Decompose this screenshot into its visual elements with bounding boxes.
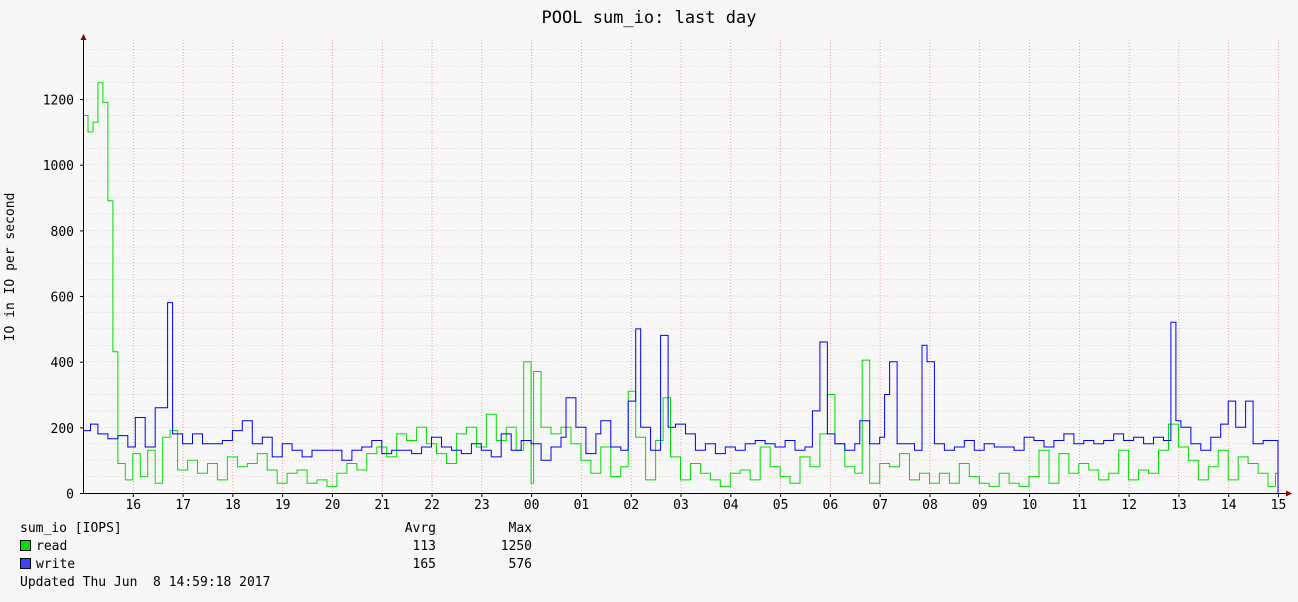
- series-read-line: [83, 82, 1279, 493]
- y-tick-label: 400: [51, 356, 74, 371]
- x-tick-label: 00: [524, 498, 540, 513]
- x-tick-label: 01: [574, 498, 590, 513]
- x-tick-label: 11: [1072, 498, 1088, 513]
- x-tick-label: 22: [424, 498, 440, 513]
- grid: [83, 40, 1279, 493]
- x-tick-label: 16: [125, 498, 141, 513]
- y-axis-arrow: [80, 34, 87, 40]
- y-tick-label: 0: [66, 488, 74, 503]
- y-tick-label: 200: [51, 422, 74, 437]
- legend-label-read: read: [36, 539, 68, 554]
- x-tick-label: 21: [374, 498, 390, 513]
- x-tick-label: 10: [1022, 498, 1038, 513]
- legend-row-write: write 165 576: [20, 556, 620, 574]
- x-tick-label: 15: [1271, 498, 1287, 513]
- axes: [80, 34, 1292, 497]
- y-tick-label: 1200: [43, 94, 74, 109]
- x-tick-label: 17: [175, 498, 191, 513]
- read-swatch: [20, 540, 31, 551]
- legend-max-write: 576: [508, 557, 532, 572]
- x-tick-label: 19: [275, 498, 291, 513]
- series-lines: [83, 82, 1279, 493]
- x-ticks: 16 17 18 19 20 21 22 23 00 01 02 03 04 05 06 07 08 09 10 11…: [125, 493, 1286, 513]
- legend-updated-row: Updated Thu Jun 8 14:59:18 2017: [20, 574, 620, 592]
- legend-avg-read: 113: [412, 539, 436, 554]
- x-tick-label: 14: [1221, 498, 1237, 513]
- x-axis-arrow: [1286, 490, 1292, 497]
- x-tick-label: 04: [723, 498, 739, 513]
- legend-label-write: write: [36, 557, 76, 572]
- legend-max-read: 1250: [500, 539, 532, 554]
- x-tick-label: 06: [823, 498, 839, 513]
- x-tick-label: 13: [1171, 498, 1187, 513]
- legend-row-read: read 113 1250: [20, 538, 620, 556]
- x-tick-label: 07: [872, 498, 888, 513]
- x-tick-label: 09: [972, 498, 988, 513]
- y-ticks: 0 200 400 600 800 1000 1200: [43, 94, 83, 503]
- x-tick-label: 05: [773, 498, 789, 513]
- legend-avg-write: 165: [412, 557, 436, 572]
- x-tick-label: 08: [922, 498, 938, 513]
- x-tick-label: 23: [474, 498, 490, 513]
- y-axis-label: IO in IO per second: [3, 193, 18, 342]
- x-tick-label: 02: [623, 498, 639, 513]
- x-tick-label: 20: [325, 498, 341, 513]
- x-tick-label: 03: [673, 498, 689, 513]
- legend-title: sum_io [IOPS]: [20, 521, 122, 536]
- x-tick-label: 12: [1121, 498, 1137, 513]
- legend-header-row: sum_io [IOPS] Avrg Max: [20, 520, 620, 538]
- y-tick-label: 600: [51, 291, 74, 306]
- write-swatch: [20, 558, 31, 569]
- chart-title: POOL sum_io: last day: [542, 8, 757, 28]
- series-write-line: [83, 302, 1279, 493]
- legend-avg-header: Avrg: [404, 521, 436, 536]
- y-tick-label: 800: [51, 225, 74, 240]
- updated-timestamp: Updated Thu Jun 8 14:59:18 2017: [20, 575, 271, 590]
- x-tick-label: 18: [225, 498, 241, 513]
- legend-max-header: Max: [508, 521, 532, 536]
- y-tick-label: 1000: [43, 159, 74, 174]
- legend: sum_io [IOPS] Avrg Max read 113 1250 wri…: [20, 520, 620, 592]
